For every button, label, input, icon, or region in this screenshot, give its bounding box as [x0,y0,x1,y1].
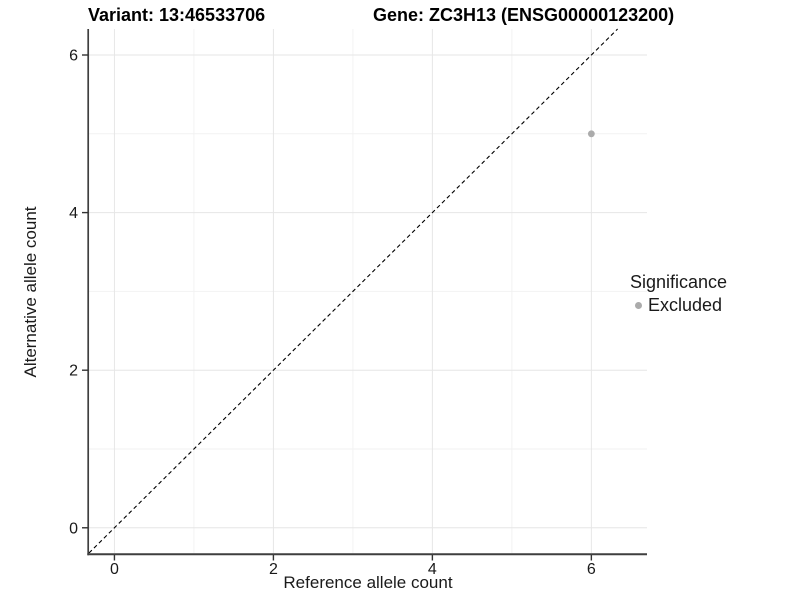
legend-entry-label: Excluded [648,295,723,315]
x-tick-label: 0 [110,561,119,578]
identity-line [88,28,618,554]
x-tick-label: 2 [269,561,278,578]
data-point [587,130,595,138]
y-tick-label: 0 [69,520,78,537]
y-tick-label: 2 [69,363,78,380]
variant-title: Variant: 13:46533706 [88,5,266,25]
y-tick-label: 6 [69,48,78,65]
x-tick-label: 6 [587,561,596,578]
x-axis-label: Reference allele count [283,573,453,592]
y-tick-label: 4 [69,205,78,222]
legend-title: Significance [630,272,728,292]
x-tick-label: 4 [428,561,437,578]
legend: Significance Excluded [630,272,727,316]
legend-entry: Excluded [630,295,727,316]
y-axis-label: Alternative allele count [21,206,40,378]
excluded-point-icon [635,302,642,309]
gene-title: Gene: ZC3H13 (ENSG00000123200) [373,5,675,25]
